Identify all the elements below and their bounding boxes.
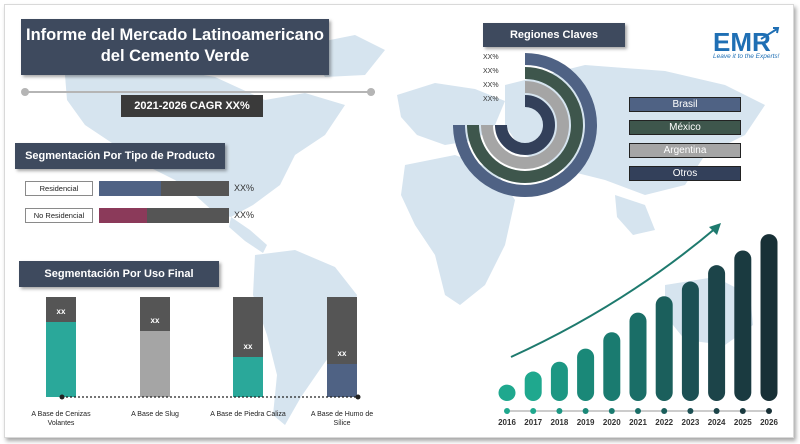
enduse-label-0: A Base de Cenizas Volantes <box>31 411 91 427</box>
growth-bar-2025 <box>734 250 752 401</box>
enduse-bar-fill-0 <box>46 322 76 397</box>
region-ring-1 <box>467 67 583 183</box>
region-ring-3 <box>495 95 555 155</box>
growth-bar-2018 <box>550 361 568 401</box>
enduse-bar-value-0: xx <box>46 297 76 322</box>
growth-trend-arrowhead <box>709 223 721 235</box>
growth-year-label-2018: 2018 <box>551 418 569 427</box>
region-legend-2: Argentina <box>629 143 741 158</box>
growth-bar-2020 <box>603 332 621 401</box>
growth-bar-2023 <box>681 281 699 401</box>
growth-year-label-2023: 2023 <box>682 418 700 427</box>
growth-year-label-2022: 2022 <box>655 418 673 427</box>
product-bar-fill-no-residencial <box>99 208 148 223</box>
growth-year-label-2016: 2016 <box>498 418 516 427</box>
enduse-bar-fill-2 <box>233 357 263 397</box>
growth-year-label-2017: 2017 <box>524 418 542 427</box>
growth-bar-2017 <box>524 371 542 401</box>
growth-year-label-2025: 2025 <box>734 418 752 427</box>
growth-tick-dot-2026 <box>766 408 772 414</box>
enduse-bar-fill-3 <box>327 364 357 397</box>
region-legend-0: Brasil <box>629 97 741 112</box>
logo-tagline: Leave it to the Experts! <box>713 53 780 60</box>
growth-tick-dot-2019 <box>582 408 589 414</box>
cagr-badge: 2021-2026 CAGR XX% <box>121 95 263 117</box>
growth-bar-2024 <box>708 265 726 401</box>
growth-tick-dot-2025 <box>739 408 746 414</box>
product-label-residencial: Residencial <box>25 181 93 196</box>
growth-bar-2021 <box>629 312 647 401</box>
enduse-bar-value-3: xx <box>327 297 357 364</box>
growth-bar-2016 <box>498 384 516 401</box>
product-bar-fill-residencial <box>99 181 162 196</box>
product-bar-residencial <box>99 181 229 196</box>
enduse-bar-0: xx <box>46 297 76 397</box>
enduse-label-2: A Base de Piedra Caliza <box>210 411 286 418</box>
growth-tick-dot-2022 <box>661 408 668 414</box>
region-ring-2 <box>481 81 569 169</box>
growth-bar-2026 <box>760 234 778 401</box>
product-value-residencial: XX% <box>234 183 255 193</box>
emr-logo: EMR Leave it to the Experts! <box>711 25 787 67</box>
regions-rings <box>453 53 597 197</box>
region-ring-0 <box>453 53 597 197</box>
growth-year-label-2021: 2021 <box>629 418 647 427</box>
enduse-segment-header: Segmentación Por Uso Final <box>19 261 219 287</box>
region-ring-value-2: XX% <box>483 82 499 89</box>
growth-bar-2022 <box>655 296 673 401</box>
growth-year-label-2024: 2024 <box>708 418 726 427</box>
growth-bar-chart: 2016 2017 2018 2019 2020 2021 2022 2023 2024 2025… <box>498 223 778 427</box>
growth-tick-dot-2017 <box>530 408 537 414</box>
product-segment-header: Segmentación Por Tipo de Producto <box>15 143 225 169</box>
product-value-no-residencial: XX% <box>234 210 255 220</box>
enduse-bar-3: xx <box>327 297 357 397</box>
enduse-bar-1: xx <box>140 297 170 397</box>
region-legend-3: Otros <box>629 166 741 181</box>
enduse-bar-fill-1 <box>140 331 170 397</box>
enduse-bar-value-2: xx <box>233 297 263 357</box>
cagr-line-right-dot <box>367 88 375 96</box>
growth-tick-dot-2018 <box>556 408 563 414</box>
growth-tick-dot-2021 <box>635 408 641 414</box>
growth-bar-2019 <box>577 348 595 401</box>
growth-tick-dot-2024 <box>713 408 720 414</box>
svg-text:EMR: EMR <box>713 27 771 57</box>
enduse-label-3: A Base de Humo de Sílice <box>310 411 374 427</box>
growth-tick-dot-2023 <box>687 408 694 414</box>
growth-tick-dot-2020 <box>608 408 615 414</box>
report-title: Informe del Mercado Latinoamericano del … <box>21 19 329 75</box>
growth-year-label-2019: 2019 <box>577 418 595 427</box>
infographic-frame: Informe del Mercado Latinoamericano del … <box>4 4 794 438</box>
region-ring-value-3: XX% <box>483 96 499 103</box>
product-bar-no-residencial <box>99 208 229 223</box>
enduse-bar-2: xx <box>233 297 263 397</box>
enduse-label-1: A Base de Slug <box>131 411 179 418</box>
growth-year-label-2020: 2020 <box>603 418 621 427</box>
region-ring-value-1: XX% <box>483 68 499 75</box>
growth-year-label-2026: 2026 <box>760 418 778 427</box>
region-legend-1: México <box>629 120 741 135</box>
cagr-line <box>25 91 375 93</box>
growth-tick-dot-2016 <box>504 408 510 414</box>
growth-trend-arrow <box>510 226 718 358</box>
region-ring-value-0: XX% <box>483 54 499 61</box>
regions-header: Regiones Claves <box>483 23 625 47</box>
product-label-no-residencial: No Residencial <box>25 208 93 223</box>
enduse-baseline <box>59 394 361 400</box>
enduse-bar-value-1: xx <box>140 297 170 331</box>
cagr-line-left-dot <box>21 88 29 96</box>
